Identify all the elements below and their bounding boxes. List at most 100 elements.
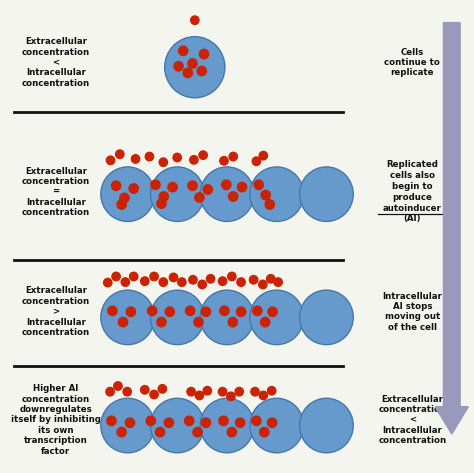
Circle shape [183,68,192,78]
Circle shape [150,290,204,345]
Circle shape [274,278,283,286]
Circle shape [129,272,138,280]
Circle shape [108,306,117,315]
Circle shape [101,167,155,221]
Circle shape [201,307,210,316]
Circle shape [201,418,210,428]
Circle shape [174,61,183,71]
Circle shape [219,416,228,426]
Circle shape [150,390,158,399]
Circle shape [158,385,166,393]
Circle shape [237,278,245,286]
Circle shape [197,66,206,76]
Circle shape [150,167,204,221]
Text: Extracellular
concentration
<
Intracellular
concentration: Extracellular concentration < Intracellu… [378,394,447,445]
Circle shape [107,416,116,426]
Text: begin to: begin to [392,182,433,191]
Circle shape [150,272,158,280]
Circle shape [237,307,246,316]
Circle shape [259,391,267,400]
Circle shape [191,16,199,25]
Circle shape [251,387,259,396]
Text: (AI): (AI) [404,214,421,223]
Circle shape [179,46,188,55]
Circle shape [195,193,204,202]
Circle shape [250,398,303,453]
Circle shape [200,167,254,221]
Circle shape [159,192,168,201]
Circle shape [259,151,267,160]
Circle shape [228,192,238,201]
Circle shape [104,278,112,287]
Circle shape [200,290,254,345]
Circle shape [252,157,261,166]
Circle shape [178,278,186,286]
Circle shape [219,277,227,285]
Circle shape [164,36,225,98]
Text: Extracellular
concentration
<
Intracellular
concentration: Extracellular concentration < Intracellu… [22,37,90,88]
Circle shape [145,152,154,161]
Circle shape [188,59,197,68]
Circle shape [141,277,149,285]
FancyArrow shape [435,23,468,434]
Circle shape [200,398,254,453]
Circle shape [155,428,164,437]
Circle shape [249,276,258,284]
Circle shape [106,156,115,165]
Text: Replicated: Replicated [386,160,438,169]
Circle shape [203,185,212,194]
Circle shape [268,307,277,316]
Circle shape [228,272,236,280]
Circle shape [187,387,195,396]
Text: Cells
continue to
replicate: Cells continue to replicate [384,48,440,78]
Circle shape [259,280,267,289]
Circle shape [198,280,206,289]
Text: produce: produce [392,193,432,202]
Circle shape [200,49,209,59]
Circle shape [147,306,157,315]
Circle shape [235,387,244,396]
Text: cells also: cells also [390,171,435,180]
Circle shape [129,184,138,193]
Circle shape [141,385,149,394]
Circle shape [267,386,276,395]
Circle shape [203,386,211,395]
Circle shape [261,317,270,327]
Circle shape [101,290,155,345]
Circle shape [164,418,173,428]
Circle shape [227,392,235,401]
Circle shape [229,152,237,161]
Text: Intracellular
AI stops
moving out
of the cell: Intracellular AI stops moving out of the… [383,292,442,332]
Circle shape [159,278,167,286]
Circle shape [266,275,275,283]
Circle shape [189,276,197,284]
Circle shape [157,317,166,327]
Circle shape [185,306,195,315]
Circle shape [146,416,155,426]
Circle shape [220,157,228,165]
Circle shape [250,167,303,221]
Circle shape [151,180,160,190]
Circle shape [206,275,215,283]
Circle shape [121,278,129,286]
Circle shape [131,155,140,163]
Circle shape [120,193,129,202]
Circle shape [106,387,114,396]
Circle shape [199,151,207,159]
Circle shape [159,158,167,166]
Text: Extracellular
concentration
=
Intracellular
concentration: Extracellular concentration = Intracellu… [22,166,90,217]
Text: Higher AI
concentration
downregulates
itself by inhibiting
its own
transcription: Higher AI concentration downregulates it… [11,384,101,455]
Circle shape [253,306,262,315]
Circle shape [300,398,353,453]
Circle shape [123,387,131,396]
Circle shape [169,273,178,281]
Text: autoinducer: autoinducer [383,203,442,212]
Circle shape [101,398,155,453]
Circle shape [195,391,204,400]
Circle shape [220,306,229,315]
Circle shape [168,183,177,192]
Circle shape [260,428,269,437]
Circle shape [193,428,202,437]
Circle shape [165,307,174,316]
Circle shape [157,199,166,208]
